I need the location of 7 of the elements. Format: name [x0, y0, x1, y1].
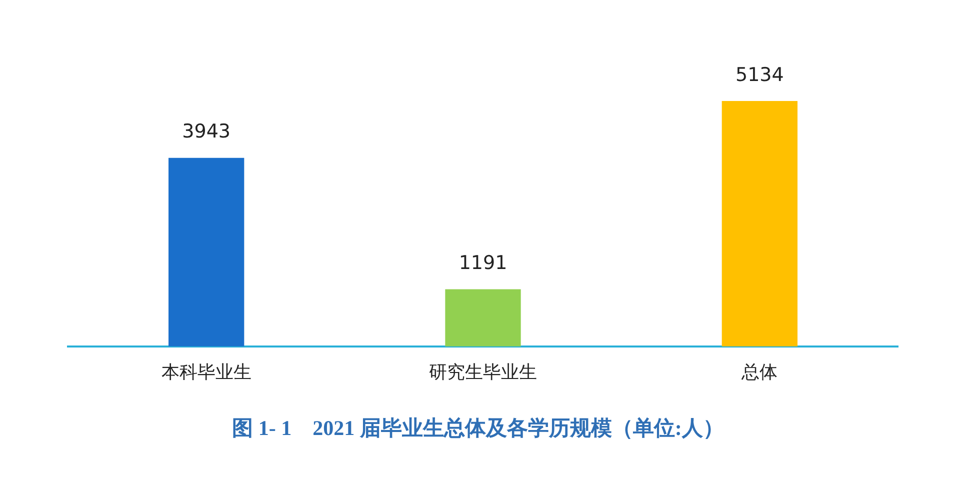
data-label: 5134 — [735, 64, 784, 86]
x-tick-label: 研究生毕业生 — [429, 362, 537, 383]
data-label: 1191 — [458, 252, 508, 274]
data-label: 3943 — [182, 120, 231, 143]
x-tick-label: 本科毕业生 — [161, 362, 252, 383]
text: 图 1- 1 2021 届毕业生总体及各学历规模（单位:人） — [231, 415, 725, 442]
x-tick-label: 总体 — [740, 362, 778, 383]
